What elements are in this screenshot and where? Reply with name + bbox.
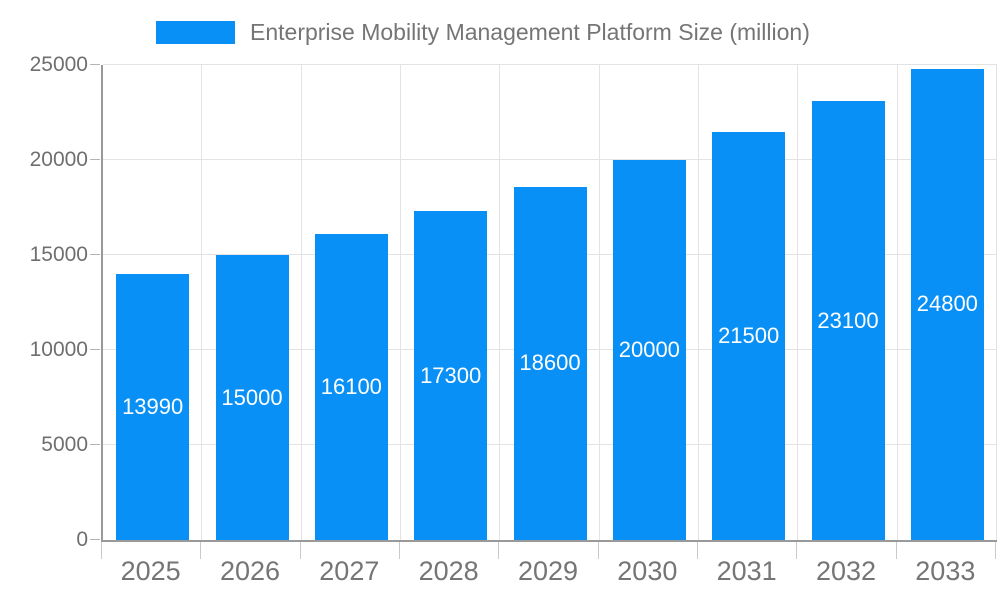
y-axis-tick bbox=[90, 254, 100, 255]
y-axis-tick bbox=[90, 159, 100, 160]
y-tick-label: 20000 bbox=[29, 148, 88, 171]
bar-2027: 16100 bbox=[314, 234, 388, 540]
gridline-vertical bbox=[301, 65, 302, 540]
x-tick-label: 2032 bbox=[815, 556, 877, 586]
bar-2028: 17300 bbox=[414, 211, 488, 540]
y-tick-label: 25000 bbox=[29, 53, 88, 76]
y-axis-tick bbox=[90, 349, 100, 350]
bar-2030: 20000 bbox=[612, 160, 686, 540]
y-tick-label: 10000 bbox=[29, 338, 88, 361]
x-axis-tick bbox=[995, 542, 996, 559]
y-axis-tick bbox=[90, 64, 100, 65]
x-tick-label: 2027 bbox=[319, 556, 380, 586]
legend-color-swatch bbox=[156, 21, 235, 44]
bar-2031: 21500 bbox=[712, 131, 786, 540]
gridline-vertical bbox=[400, 65, 401, 540]
x-tick-label: 2025 bbox=[120, 556, 181, 586]
x-tick-label: 2033 bbox=[915, 556, 976, 586]
gridline-vertical bbox=[797, 65, 798, 540]
x-axis-tick bbox=[598, 542, 599, 559]
bar-value-label: 17300 bbox=[420, 362, 482, 388]
x-tick-label: 2029 bbox=[517, 556, 579, 586]
bar-value-label: 20000 bbox=[618, 337, 680, 362]
bar-2026: 15000 bbox=[215, 255, 289, 540]
x-tick-label: 2031 bbox=[716, 556, 777, 586]
bar-2025: 13990 bbox=[116, 274, 190, 540]
gridline-horizontal bbox=[103, 159, 997, 160]
bar-value-label: 24800 bbox=[916, 291, 978, 317]
x-axis-tick bbox=[896, 542, 897, 559]
x-tick-label: 2030 bbox=[617, 556, 678, 586]
x-axis-tick bbox=[200, 542, 201, 559]
gridline-vertical bbox=[897, 65, 898, 540]
bar-value-label: 18600 bbox=[519, 350, 581, 376]
bar-value-label: 23100 bbox=[817, 307, 879, 333]
gridline-vertical bbox=[599, 65, 600, 540]
bar-value-label: 13990 bbox=[122, 394, 184, 420]
y-axis-tick bbox=[90, 539, 100, 540]
x-axis-tick bbox=[697, 542, 698, 559]
bar-value-label: 21500 bbox=[718, 322, 780, 348]
bar-2032: 23100 bbox=[811, 101, 885, 540]
bar-value-label: 15000 bbox=[221, 384, 283, 410]
gridline-vertical bbox=[698, 65, 699, 540]
x-tick-label: 2028 bbox=[418, 556, 479, 586]
gridline-vertical bbox=[996, 65, 997, 540]
bar-2033: 24800 bbox=[910, 68, 984, 540]
bar-2029: 18600 bbox=[513, 186, 587, 540]
gridline-vertical bbox=[201, 65, 202, 540]
x-axis-tick bbox=[101, 542, 102, 559]
x-axis-tick bbox=[796, 542, 797, 559]
x-axis-tick bbox=[300, 542, 301, 559]
bar-value-label: 16100 bbox=[320, 374, 382, 400]
x-axis-tick bbox=[498, 542, 499, 559]
gridline-vertical bbox=[499, 65, 500, 540]
gridline-horizontal bbox=[103, 64, 997, 65]
plot-area: 13990 15000 16100 17300 18600 20000 21500 23100… bbox=[101, 64, 997, 542]
y-axis-tick bbox=[90, 444, 100, 445]
legend-series-label: Enterprise Mobility Management Platform … bbox=[250, 19, 810, 45]
y-tick-label: 5000 bbox=[41, 433, 88, 456]
chart-legend: Enterprise Mobility Management Platform … bbox=[156, 19, 810, 45]
x-axis-tick bbox=[399, 542, 400, 559]
x-tick-label: 2026 bbox=[219, 556, 281, 586]
y-tick-label: 15000 bbox=[29, 243, 88, 266]
y-tick-label: 0 bbox=[76, 528, 88, 551]
